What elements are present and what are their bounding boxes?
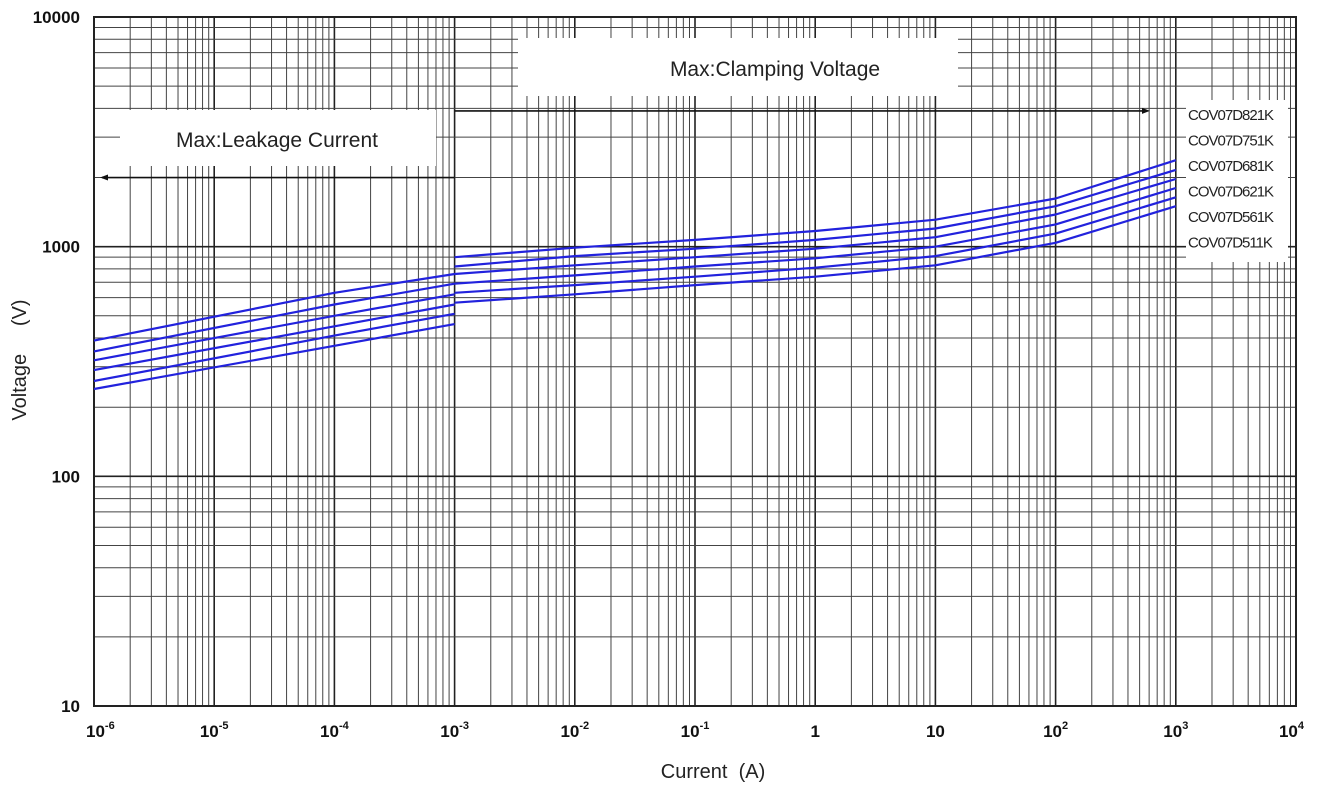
x-tick-exponent: 3 xyxy=(1182,720,1188,732)
leakage-label-box xyxy=(120,110,436,166)
series-cov07d561k-leakage-line xyxy=(93,312,455,383)
x-tick-exponent: -2 xyxy=(579,720,589,732)
x-tick-base: 10 xyxy=(926,722,945,741)
series-label: COV07D821K xyxy=(1188,107,1274,124)
x-tick-label: 10-6 xyxy=(86,720,115,741)
x-tick-base: 10 xyxy=(440,722,459,741)
x-tick-exponent: -1 xyxy=(700,720,710,732)
x-tick-label: 104 xyxy=(1279,720,1305,741)
series-cov07d821k-leakage-line xyxy=(93,272,455,342)
series-cov07d821k-clamping-line xyxy=(454,159,1177,259)
series-label: COV07D561K xyxy=(1188,209,1274,226)
series-label: COV07D681K xyxy=(1188,158,1274,175)
series-label: COV07D751K xyxy=(1188,133,1274,150)
clamping-annotation-label: Max:Clamping Voltage xyxy=(670,58,880,81)
x-tick-base: 10 xyxy=(681,722,700,741)
x-tick-label: 10-4 xyxy=(320,720,350,741)
x-tick-exponent: 2 xyxy=(1062,720,1068,732)
series-cov07d621k-leakage-line xyxy=(93,303,455,372)
series-cov07d621k-clamping-line xyxy=(454,186,1177,285)
clamping-arrow-head xyxy=(1142,107,1150,114)
y-tick-label: 10 xyxy=(61,697,80,716)
x-tick-base: 1 xyxy=(810,722,819,741)
series-cov07d681k-leakage-line xyxy=(93,293,455,362)
x-tick-base: 10 xyxy=(200,722,219,741)
y-tick-label: 10000 xyxy=(33,8,80,27)
x-tick-base: 10 xyxy=(1043,722,1062,741)
series-cov07d751k-leakage-line xyxy=(93,282,455,353)
x-tick-base: 10 xyxy=(320,722,339,741)
x-tick-base: 10 xyxy=(1163,722,1182,741)
x-tick-label: 102 xyxy=(1043,720,1068,741)
x-axis-title: Current (A) xyxy=(661,761,765,783)
y-axis-ticks: 10000 1000 100 10 xyxy=(33,8,80,716)
x-tick-label: 103 xyxy=(1163,720,1188,741)
leakage-arrow-head xyxy=(100,174,108,181)
x-tick-base: 10 xyxy=(86,722,105,741)
plot-border xyxy=(93,16,1297,707)
x-tick-label: 10-1 xyxy=(681,720,710,741)
x-tick-label: 1 xyxy=(810,722,819,741)
x-tick-label: 10 xyxy=(926,722,945,741)
clamping-label-box xyxy=(518,38,958,96)
x-tick-exponent: -6 xyxy=(105,720,115,732)
series-label: COV07D621K xyxy=(1188,184,1274,201)
leakage-annotation-label: Max:Leakage Current xyxy=(176,129,378,152)
x-tick-base: 10 xyxy=(560,722,579,741)
x-tick-exponent: -4 xyxy=(339,720,350,732)
x-tick-exponent: -5 xyxy=(219,720,229,732)
x-tick-label: 10-2 xyxy=(560,720,589,741)
x-tick-label: 10-3 xyxy=(440,720,469,741)
x-axis-ticks: 10-6 10-5 10-4 10-3 10-2 10-1 1 10 102 103 104 xyxy=(86,720,1305,741)
series-labels: COV07D821K COV07D751K COV07D681K COV07D621K… xyxy=(1188,107,1275,252)
y-tick-label: 1000 xyxy=(42,238,80,257)
series-cov07d681k-clamping-line xyxy=(454,177,1177,276)
plot-frame xyxy=(93,16,1297,707)
y-tick-label: 100 xyxy=(52,467,80,486)
x-tick-base: 10 xyxy=(1279,722,1298,741)
series-cov07d511k-clamping-line xyxy=(454,205,1177,304)
series-cov07d561k-clamping-line xyxy=(454,196,1177,294)
series-cov07d751k-clamping-line xyxy=(454,168,1177,268)
series-label-box xyxy=(1186,100,1288,262)
x-tick-label: 10-5 xyxy=(200,720,229,741)
annotations: Max:Leakage Current Max:Clamping Voltage xyxy=(100,38,1288,262)
series-cov07d511k-leakage-line xyxy=(93,323,455,391)
x-tick-exponent: -3 xyxy=(459,720,469,732)
x-tick-exponent: 4 xyxy=(1298,720,1305,732)
y-axis-title: Voltage (V) xyxy=(9,299,31,420)
series-label: COV07D511K xyxy=(1188,235,1273,252)
series-lines xyxy=(93,159,1177,391)
